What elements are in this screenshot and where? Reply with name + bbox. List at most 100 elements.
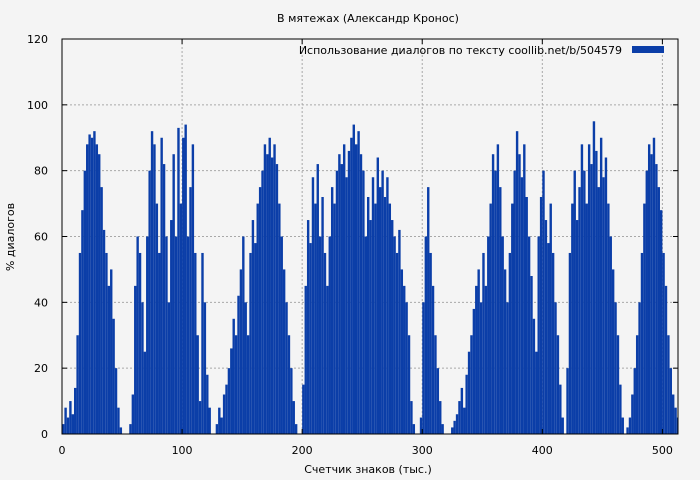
data-bar — [309, 243, 312, 434]
data-bar — [215, 424, 219, 434]
data-bar — [575, 220, 579, 434]
data-bar — [571, 203, 574, 434]
data-bar — [225, 384, 228, 434]
data-bar — [246, 335, 250, 434]
data-bar — [86, 144, 89, 435]
data-bar — [357, 131, 360, 434]
data-bar — [158, 252, 161, 434]
data-bar — [266, 154, 269, 435]
data-bar — [371, 177, 375, 434]
data-bar — [470, 335, 473, 434]
data-bar — [102, 229, 106, 434]
data-bar — [83, 170, 87, 434]
x-tick-label: 300 — [412, 444, 433, 457]
data-bar — [138, 252, 142, 434]
data-bar — [664, 285, 668, 434]
data-bar — [234, 335, 238, 434]
data-bar — [273, 144, 276, 435]
data-bar — [439, 401, 442, 434]
data-bar — [590, 164, 593, 435]
data-bar — [170, 220, 173, 434]
data-bar — [287, 335, 291, 434]
chart-title: В мятежах (Александр Кронос) — [277, 12, 459, 25]
data-bar — [167, 302, 171, 434]
data-bar — [366, 197, 370, 434]
data-bar — [614, 302, 617, 434]
data-bar — [254, 243, 257, 434]
data-bar — [88, 134, 91, 435]
data-bar — [592, 121, 596, 435]
data-bar — [640, 252, 644, 434]
data-bar — [595, 150, 598, 434]
data-bar — [330, 187, 334, 434]
data-bar — [671, 394, 675, 434]
data-bar — [321, 197, 324, 434]
data-bar — [119, 427, 123, 434]
x-tick-label: 500 — [652, 444, 673, 457]
data-bar — [261, 170, 264, 434]
data-bar — [549, 203, 552, 434]
data-bar — [153, 144, 156, 435]
data-bar — [95, 144, 99, 435]
data-bar — [78, 252, 82, 434]
data-bar — [381, 170, 384, 434]
data-bar — [511, 203, 514, 434]
data-bar — [292, 401, 295, 434]
data-bar — [379, 187, 382, 434]
data-bar — [134, 285, 137, 434]
data-bar — [607, 203, 610, 434]
x-tick-label: 0 — [59, 444, 66, 457]
data-bar — [655, 164, 658, 435]
data-bar — [314, 203, 317, 434]
data-bar — [220, 417, 223, 434]
data-bar — [354, 144, 358, 435]
data-bar — [568, 252, 572, 434]
data-bar — [491, 154, 495, 435]
data-bar — [76, 335, 79, 434]
data-bar — [350, 137, 353, 434]
data-bar — [412, 424, 416, 434]
data-bar — [218, 407, 221, 434]
data-bar — [388, 203, 392, 434]
data-bar — [275, 164, 279, 435]
data-bar — [554, 302, 557, 434]
data-bar — [659, 210, 663, 434]
data-bar — [436, 368, 440, 434]
data-bar — [566, 368, 569, 434]
data-bar — [155, 203, 159, 434]
data-bar — [369, 220, 372, 434]
data-bar — [489, 203, 492, 434]
data-bar — [619, 384, 622, 434]
data-bar — [573, 170, 576, 434]
data-bar — [513, 170, 516, 434]
data-bar — [326, 285, 329, 434]
data-bar — [506, 302, 509, 434]
data-bar — [249, 252, 252, 434]
data-bar — [172, 154, 175, 435]
data-bar — [333, 203, 336, 434]
data-bar — [645, 170, 648, 434]
data-bar — [453, 420, 456, 434]
data-bar — [508, 252, 512, 434]
data-bar — [604, 157, 608, 434]
data-bar — [451, 427, 454, 434]
data-bar — [160, 137, 163, 434]
y-tick-label: 0 — [41, 428, 48, 441]
data-bar — [561, 417, 564, 434]
x-axis-label: Счетчик знаков (тыс.) — [304, 463, 432, 476]
data-bar — [251, 220, 255, 434]
data-bar — [386, 177, 389, 434]
data-bar — [93, 131, 96, 434]
data-bar — [196, 335, 199, 434]
axes — [61, 38, 679, 435]
y-tick-label: 100 — [27, 99, 48, 112]
data-bar — [523, 144, 526, 435]
data-bar — [422, 302, 425, 434]
y-tick-label: 60 — [34, 231, 48, 244]
legend-swatch — [632, 46, 664, 53]
data-bar — [477, 269, 480, 434]
data-bar — [311, 177, 315, 434]
data-bar — [472, 308, 476, 434]
data-bar — [635, 335, 639, 434]
